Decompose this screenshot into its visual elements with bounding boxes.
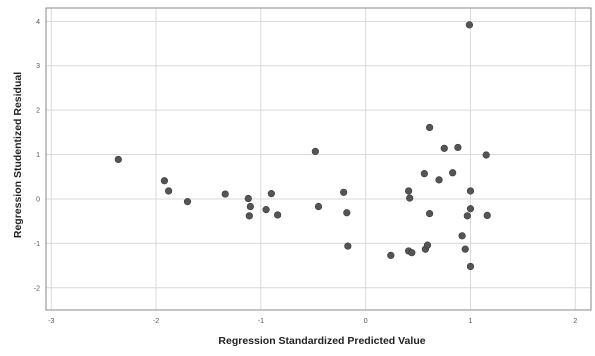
data-point (435, 176, 443, 184)
y-tick-label: 3 (36, 63, 40, 70)
data-point (408, 249, 416, 257)
y-tick-label: 0 (36, 196, 40, 203)
x-tick-label: 2 (573, 318, 577, 325)
data-point (244, 194, 252, 203)
data-point (262, 206, 270, 214)
data-point (463, 212, 471, 220)
data-point (425, 123, 434, 132)
data-point (114, 155, 122, 164)
data-point (466, 187, 475, 195)
data-point (425, 210, 434, 218)
data-point (245, 212, 253, 220)
data-point (420, 170, 428, 178)
data-point (267, 190, 275, 198)
x-tick-label: 0 (364, 318, 368, 325)
x-tick-label: -3 (48, 318, 54, 325)
data-point (458, 232, 466, 240)
y-tick-label: 4 (36, 19, 40, 26)
data-point (314, 202, 323, 211)
data-point (221, 190, 229, 198)
tick-labels: -3 -2 -1 0 1 2 -2 -1 0 1 2 3 4 (34, 19, 578, 325)
plot-area-frame (45, 7, 592, 311)
y-tick-label: -2 (34, 285, 40, 292)
y-axis-label: Regression Studentized Residual (12, 72, 24, 238)
data-point (340, 188, 348, 196)
data-point (165, 187, 173, 195)
data-point (387, 251, 395, 259)
data-point (405, 187, 413, 195)
data-point (466, 262, 475, 271)
data-point (483, 211, 491, 220)
data-point (466, 205, 475, 213)
data-point (449, 169, 457, 177)
data-point (160, 177, 169, 185)
x-tick-label: 1 (469, 318, 473, 325)
data-point (482, 151, 490, 159)
y-tick-label: 1 (36, 152, 40, 159)
data-point (344, 242, 352, 250)
data-point (465, 21, 474, 29)
data-point (274, 211, 282, 219)
data-point (343, 209, 351, 217)
data-point (246, 202, 254, 211)
data-points (114, 21, 491, 271)
x-axis-label: Regression Standardized Predicted Value (218, 335, 425, 347)
x-tick-label: -1 (258, 318, 264, 325)
data-point (423, 241, 432, 249)
x-tick-label: -2 (153, 318, 159, 325)
grid-lines (46, 8, 591, 310)
data-point (406, 194, 414, 202)
data-point (461, 245, 469, 253)
data-point (440, 144, 448, 152)
data-point (183, 198, 192, 206)
y-tick-label: 2 (36, 108, 40, 115)
y-tick-label: -1 (34, 241, 40, 248)
data-point (311, 147, 319, 156)
data-point (454, 143, 462, 152)
